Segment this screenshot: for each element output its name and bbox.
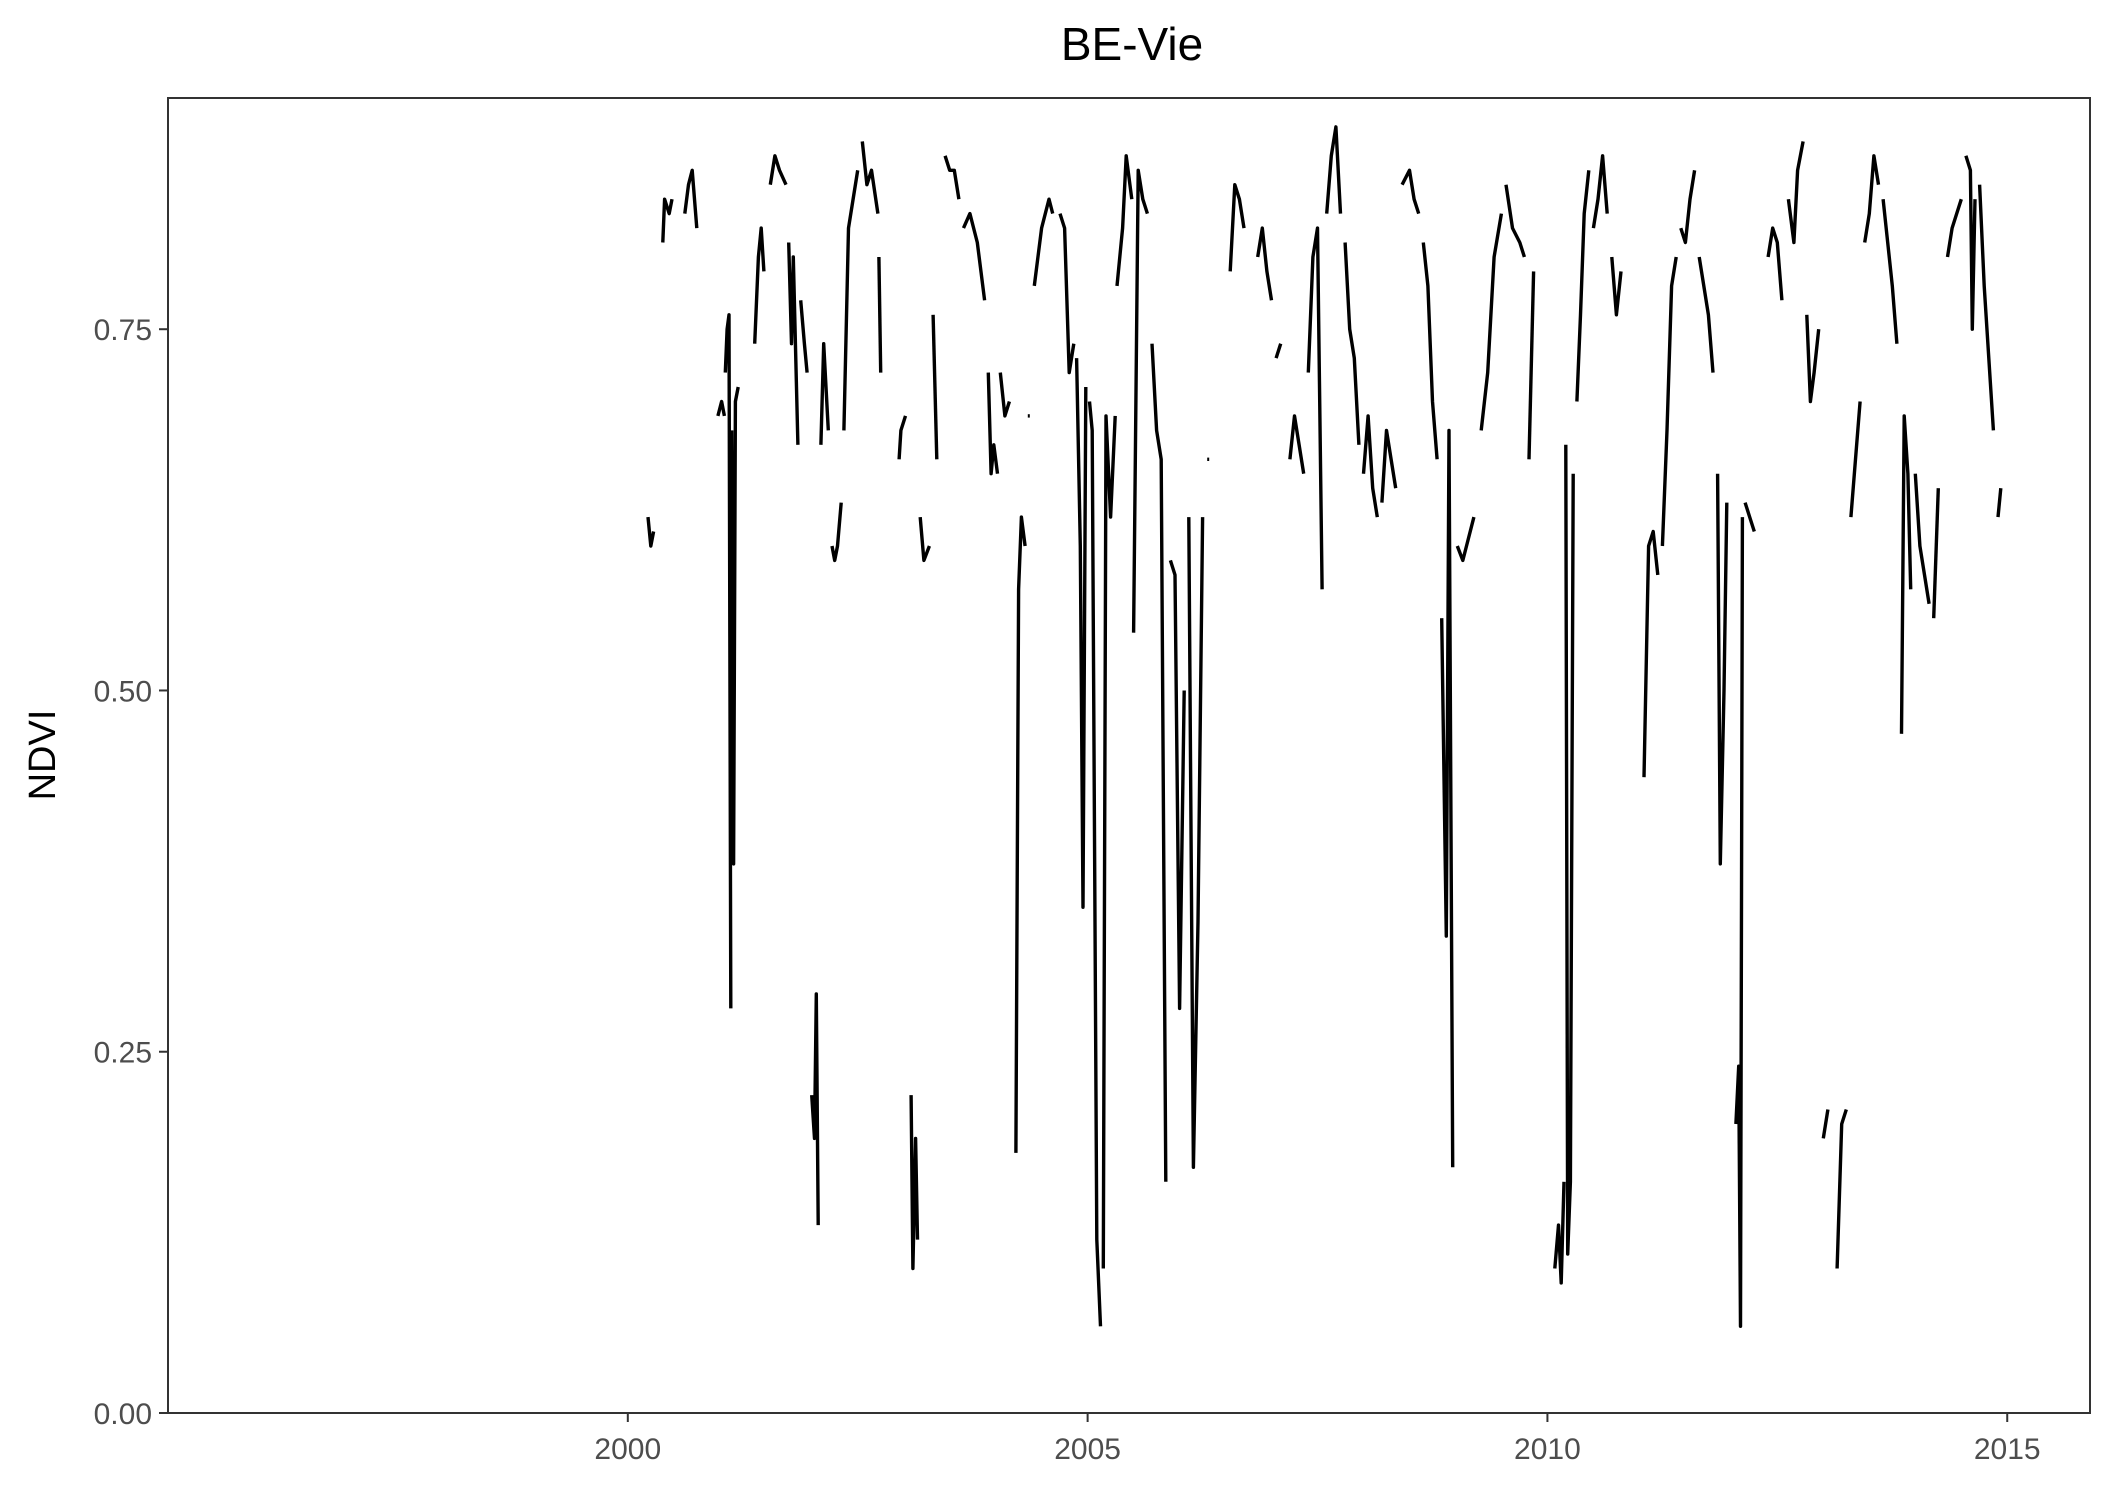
ndvi-line-segment-45 <box>1361 414 1379 518</box>
ndvi-line-segment-68 <box>1805 314 1821 404</box>
ndvi-line-segment-7 <box>753 226 766 344</box>
ndvi-line-segment-10 <box>799 300 809 373</box>
y-tick-label: 0.25 <box>94 1037 152 1070</box>
ndvi-line-segment-69 <box>1821 1109 1830 1139</box>
ndvi-line-segment-9 <box>787 242 800 445</box>
ndvi-line-segment-50 <box>1455 516 1476 563</box>
ndvi-line-segment-46 <box>1380 428 1398 503</box>
ndvi-line-segment-48 <box>1421 242 1439 460</box>
ndvi-line-segment-78 <box>1964 155 1977 331</box>
ndvi-line-segment-77 <box>1945 198 1963 258</box>
ndvi-line-segment-49 <box>1440 428 1455 1168</box>
ndvi-line-segment-31 <box>1101 414 1117 1269</box>
ndvi-line-segment-14 <box>842 170 860 431</box>
plot-panel <box>167 97 2091 1414</box>
ndvi-line-segment-20 <box>931 314 939 460</box>
ndvi-line-segment-15 <box>860 141 880 214</box>
ndvi-line-segment-58 <box>1610 256 1623 317</box>
ndvi-line-segment-35 <box>1168 559 1186 1011</box>
ndvi-line-segment-8 <box>768 154 788 186</box>
ndvi-line-segment-43 <box>1325 125 1343 214</box>
ndvi-line-segment-13 <box>830 502 843 563</box>
y-tick-label: 0.50 <box>94 675 152 708</box>
ndvi-line-segment-73 <box>1881 199 1899 344</box>
ndvi-line-segment-79 <box>1977 184 1996 431</box>
x-tick-label: 2000 <box>594 1433 661 1466</box>
ndvi-line-segment-72 <box>1863 154 1881 243</box>
ndvi-line-segment-40 <box>1274 343 1283 359</box>
ndvi-line-segment-54 <box>1553 1181 1566 1285</box>
ndvi-line-segment-28 <box>1058 213 1076 375</box>
ndvi-line-segment-33 <box>1131 168 1150 633</box>
x-tick-label: 2015 <box>1974 1433 2041 1466</box>
ndvi-line-segment-24 <box>998 372 1012 418</box>
ndvi-line-segment-62 <box>1697 256 1715 373</box>
y-axis-title: NDVI <box>22 710 64 801</box>
ndvi-line-segment-64 <box>1734 517 1745 1328</box>
ndvi-line-segment-6 <box>730 386 740 866</box>
chart-title: BE-Vie <box>1061 18 1203 70</box>
ndvi-line-segment-36 <box>1187 517 1205 1169</box>
ndvi-line-segment-27 <box>1032 197 1055 287</box>
ndvi-line-segment-63 <box>1715 473 1729 866</box>
ndvi-line-segment-53 <box>1527 271 1536 460</box>
ndvi-line-segment-30 <box>1087 401 1103 1327</box>
ndvi-line-segment-34 <box>1150 343 1168 1182</box>
ndvi-line-segment-52 <box>1504 184 1527 258</box>
ndvi-line-segment-4 <box>716 399 727 417</box>
ndvi-line-segment-19 <box>918 516 931 563</box>
ndvi-line-segment-74 <box>1899 414 1913 734</box>
ndvi-line-segment-17 <box>897 415 908 460</box>
y-axis: 0.00 0.25 0.50 0.75 <box>94 314 168 1431</box>
ndvi-line-segment-41 <box>1288 414 1306 474</box>
ndvi-line-segment-75 <box>1913 473 1931 605</box>
ndvi-line-segment-1 <box>646 516 656 548</box>
ndvi-line-segment-38 <box>1228 183 1246 272</box>
ndvi-line-segment-71 <box>1849 401 1862 518</box>
ndvi-line-segment-47 <box>1400 168 1421 215</box>
ndvi-line-segment-12 <box>819 342 830 445</box>
ndvi-line-segment-60 <box>1660 256 1678 547</box>
ndvi-line-segment-57 <box>1591 154 1609 229</box>
x-tick-label: 2005 <box>1054 1433 1121 1466</box>
ndvi-line-segment-65 <box>1743 502 1756 533</box>
ndvi-line-segment-55 <box>1564 444 1575 1256</box>
data-layer <box>646 125 2003 1328</box>
ndvi-line-segment-76 <box>1932 488 1940 619</box>
ndvi-line-segment-2 <box>661 197 674 243</box>
ndvi-line-segment-5 <box>723 313 733 1009</box>
ndvi-line-segment-66 <box>1766 226 1784 301</box>
ndvi-line-segment-59 <box>1642 529 1660 778</box>
ndvi-line-segment-22 <box>961 211 987 301</box>
ndvi-line-segment-39 <box>1256 226 1274 301</box>
ndvi-line-segment-16 <box>877 256 883 373</box>
y-tick-label: 0.00 <box>94 1398 152 1431</box>
ndvi-line-segment-23 <box>986 372 1000 476</box>
ndvi-line-segment-44 <box>1343 242 1361 445</box>
ndvi-line-segment-11 <box>810 992 820 1226</box>
ndvi-line-segment-3 <box>683 168 699 229</box>
ndvi-line-segment-80 <box>1996 488 2003 518</box>
ndvi-line-segment-61 <box>1679 170 1697 245</box>
ndvi-line-segment-18 <box>909 1095 920 1271</box>
ndvi-line-segment-29 <box>1074 358 1088 909</box>
ndvi-line-segment-42 <box>1306 226 1324 590</box>
y-tick-label: 0.75 <box>94 314 152 347</box>
ndvi-line-segment-67 <box>1786 141 1805 245</box>
ndvi-line-segment-70 <box>1835 1108 1848 1269</box>
x-tick-label: 2010 <box>1514 1433 1581 1466</box>
ndvi-line-segment-21 <box>943 155 961 200</box>
ndvi-line-segment-25 <box>1014 515 1027 1153</box>
ndvi-line-segment-32 <box>1115 154 1134 287</box>
ndvi-line-segment-51 <box>1479 213 1504 431</box>
ndvi-line-segment-56 <box>1575 170 1591 402</box>
x-axis: 2000 2005 2010 2015 <box>594 1413 2041 1466</box>
